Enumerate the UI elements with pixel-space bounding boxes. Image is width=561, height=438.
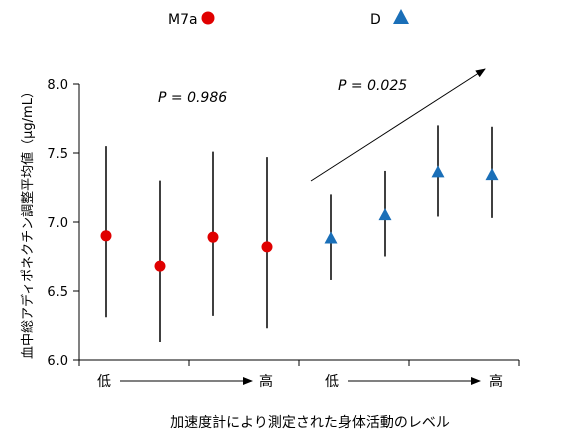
y-tick-label: 8.0	[47, 78, 68, 93]
x-axis	[78, 359, 520, 366]
p-value-d: P = 0.025	[338, 78, 407, 94]
legend-marker-d	[393, 9, 409, 24]
group-d-axis-arrow: 低 高	[325, 373, 503, 390]
legend-marker-m7a	[201, 11, 215, 25]
group-m7a-axis-arrow: 低 高	[97, 373, 273, 390]
axis-low-label-d: 低	[325, 374, 339, 390]
y-axis-label: 血中総アディポネクチン調整平均値（μg/mL）	[20, 85, 36, 359]
data-point	[261, 241, 273, 253]
y-tick-label: 6.0	[47, 354, 68, 369]
legend-label-d: D	[370, 12, 381, 28]
trend-arrow	[310, 68, 486, 182]
data-point	[207, 231, 219, 243]
p-value-m7a: P = 0.986	[158, 90, 227, 106]
legend: M7a D	[168, 9, 409, 28]
axis-low-label-m7a: 低	[97, 374, 111, 390]
axis-high-label-d: 高	[489, 373, 503, 390]
y-axis: 6.0 6.5 7.0 7.5 8.0	[47, 78, 80, 369]
data-point	[324, 231, 338, 244]
y-tick-label: 7.5	[47, 147, 68, 162]
x-axis-label: 加速度計により測定された身体活動のレベル	[170, 415, 450, 431]
data-point	[100, 230, 112, 242]
data-point	[431, 165, 445, 178]
data-marks	[100, 125, 499, 343]
axis-high-label-m7a: 高	[259, 373, 273, 390]
legend-label-m7a: M7a	[168, 12, 198, 28]
y-tick-label: 6.5	[47, 285, 68, 300]
data-point	[485, 168, 499, 181]
y-tick-label: 7.0	[47, 216, 68, 231]
data-point	[154, 260, 166, 272]
data-point	[378, 208, 392, 221]
